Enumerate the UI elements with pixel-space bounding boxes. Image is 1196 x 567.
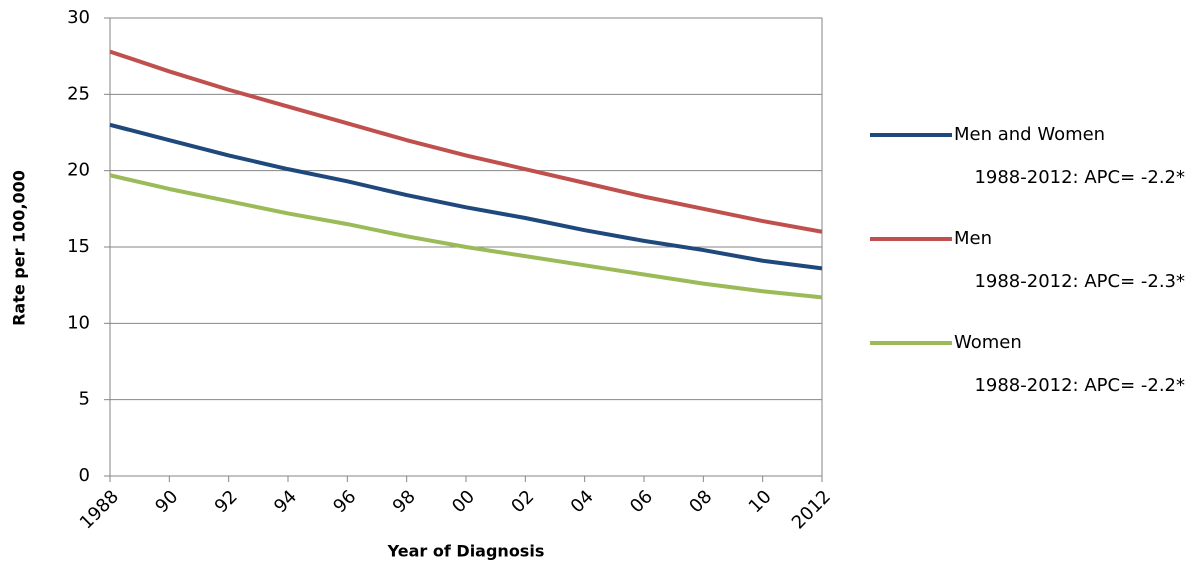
legend-note: 1988-2012: APC= -2.2* (974, 375, 1185, 396)
x-tick-label: 96 (329, 486, 360, 517)
series-line (109, 49, 823, 234)
x-tick-label: 98 (389, 486, 420, 517)
legend-label: Women (954, 332, 1022, 353)
x-tick-label: 00 (448, 486, 479, 517)
x-tick-label: 10 (745, 486, 776, 517)
y-tick-label: 5 (79, 389, 90, 410)
series-line (109, 173, 823, 300)
legend-label: Men (954, 228, 992, 249)
x-axis-title: Year of Diagnosis (387, 542, 545, 561)
y-axis-title: Rate per 100,000 (10, 170, 29, 326)
x-tick-label: 04 (567, 486, 598, 517)
x-tick-label: 92 (211, 486, 242, 517)
x-tick-label: 90 (151, 486, 182, 517)
x-tick-label: 1988 (76, 486, 123, 533)
x-tick-label: 08 (685, 486, 716, 517)
y-tick-label: 15 (67, 236, 90, 257)
x-tick-label: 06 (626, 486, 657, 517)
y-tick-label: 20 (67, 160, 90, 181)
x-tick-label: 94 (270, 486, 301, 517)
y-tick-label: 10 (67, 312, 90, 333)
legend-note: 1988-2012: APC= -2.3* (974, 271, 1185, 292)
x-tick-label: 02 (507, 486, 538, 517)
legend-note: 1988-2012: APC= -2.2* (974, 167, 1185, 188)
x-tick-label: 2012 (788, 486, 835, 533)
legend-label: Men and Women (954, 124, 1105, 145)
y-tick-label: 25 (67, 83, 90, 104)
y-tick-label: 0 (79, 465, 90, 486)
series-line (109, 122, 823, 271)
y-tick-label: 30 (67, 7, 90, 28)
